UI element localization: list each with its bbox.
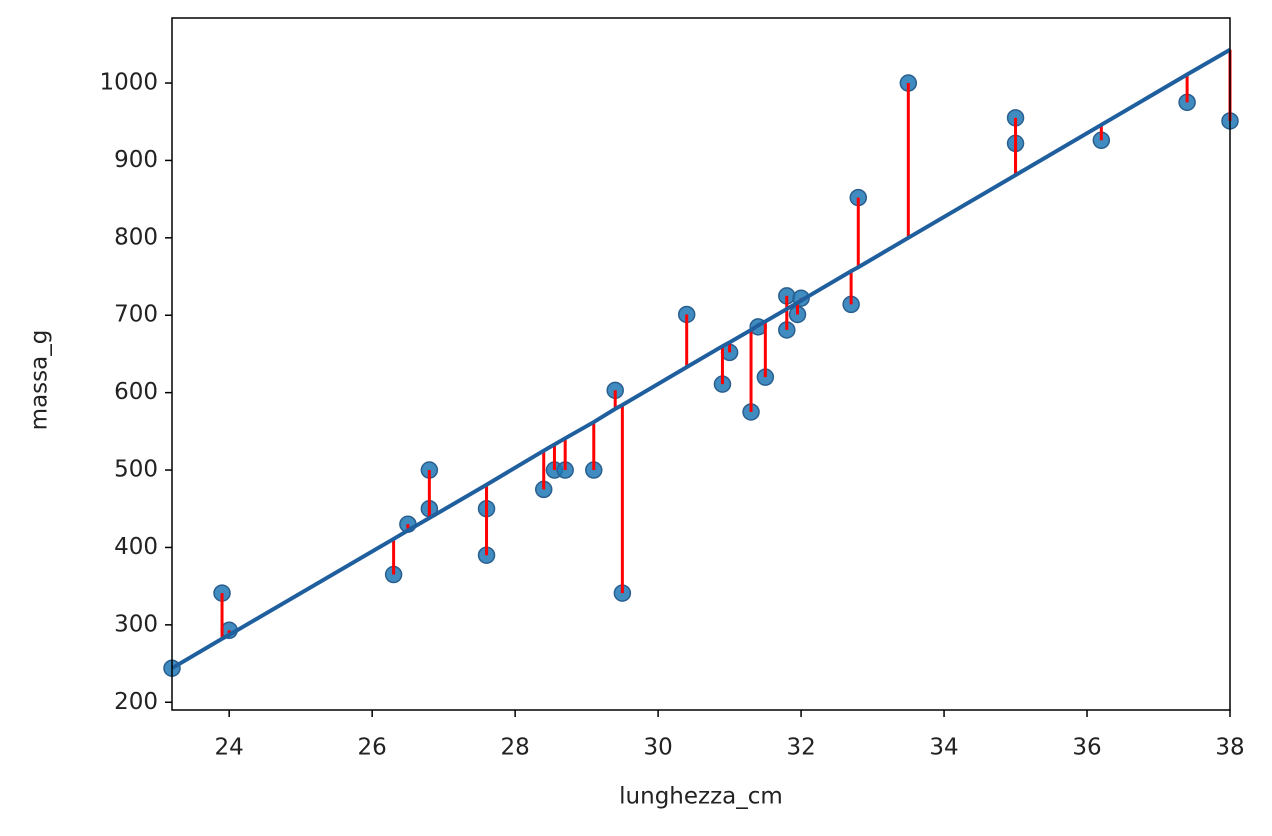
fit-line: [170, 48, 1232, 670]
y-tick-label: 400: [114, 534, 158, 560]
y-tick-label: 700: [114, 302, 158, 328]
y-axis-label: massa_g: [27, 330, 53, 431]
x-tick-label: 32: [786, 735, 815, 761]
y-tick-label: 900: [114, 147, 158, 173]
x-tick-label: 36: [1072, 735, 1101, 761]
y-tick-label: 600: [114, 379, 158, 405]
x-tick-label: 38: [1215, 735, 1244, 761]
x-tick-label: 30: [643, 735, 672, 761]
y-tick-label: 500: [114, 457, 158, 483]
x-tick-label: 26: [358, 735, 387, 761]
x-axis-label: lunghezza_cm: [619, 784, 783, 810]
x-tick-label: 28: [500, 735, 529, 761]
x-tick-label: 34: [929, 735, 958, 761]
y-tick-label: 200: [114, 689, 158, 715]
plot-frame: [171, 17, 1231, 711]
y-tick-label: 300: [114, 611, 158, 637]
y-tick-label: 800: [114, 224, 158, 250]
x-tick-label: 24: [215, 735, 244, 761]
y-tick-label: 1000: [99, 70, 158, 96]
